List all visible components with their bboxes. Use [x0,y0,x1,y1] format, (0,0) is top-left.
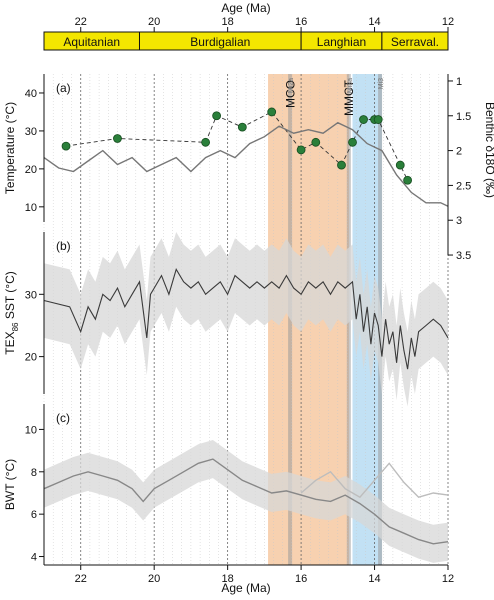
panel-2-ytick-label: 10 [25,424,37,436]
panel-0-right-tick-label: 2.5 [456,180,471,192]
panel-0-ytick-label: 10 [25,202,37,214]
panel-2-series-line-1 [300,462,449,499]
series-layer [43,107,449,545]
panel-2-letter: (c) [56,411,70,425]
panel-0-data-point [348,137,357,147]
uncertainty-band-layer [44,232,448,563]
panel-2-uncertainty-band [44,440,448,563]
stage-label-2: Langhian [317,35,366,49]
panel-0-data-point [267,107,277,117]
bottom-axis-title: Age (Ma) [221,581,270,595]
panel-2-ylabel: BWT (°C) [3,459,17,510]
panel-0-data-point [113,134,122,143]
panel-0-ytick-label: 30 [25,126,37,138]
panel-2-series-line-0 [43,458,449,545]
interval-label-mco: MCO [283,80,297,108]
panel-1-series-line-0 [43,268,449,370]
panel-0-right-tick-label: 3 [456,215,462,227]
panel-0-ytick-label: 40 [25,88,37,100]
panel-0-data-point [296,145,306,155]
top-tick-label: 12 [442,16,454,28]
panel-2-ytick-label: 4 [31,552,37,564]
stage-label-3: Serraval. [391,35,439,49]
bottom-tick-label: 12 [442,573,454,585]
panel-0-data-point [237,122,247,132]
panel-0-letter: (a) [56,81,71,95]
top-tick-label: 22 [75,16,87,28]
panel-0-right-label: Benthic δ18O (‰) [483,102,494,198]
top-tick-label: 14 [368,16,380,28]
label-layer: MCO MMCT Mi2a Mi3a Mi3 Aquitanian Burdigalian L… [3,31,494,510]
bottom-tick-label: 16 [295,573,307,585]
panel-2-ytick-label: 6 [31,509,37,521]
panel-1-ylabel: TEX86 SST (°C) [3,271,20,355]
top-axis-title: Age (Ma) [221,1,270,15]
panel-0-right-tick-label: 2 [456,146,462,158]
event-label-mi3a: Mi3a [347,78,354,93]
top-tick-label: 20 [148,16,160,28]
panel-0-right-tick-label: 1 [456,76,462,88]
bottom-tick-label: 14 [368,573,380,585]
top-tick-label: 18 [222,16,234,28]
stage-label-0: Aquitanian [63,35,120,49]
event-label-mi2a: Mi2a [288,78,295,93]
panel-2-ytick-label: 8 [31,467,37,479]
panel-1-uncertainty-band [44,232,448,407]
event-line-mi2a [288,74,293,565]
panel-1-letter: (b) [56,239,71,253]
panel-0-data-point [212,111,222,121]
panel-0-data-point [403,175,413,185]
panel-0-ylabel: Temperature (°C) [3,102,17,194]
panel-0-right-tick-label: 3.5 [456,250,471,262]
panel-0-data-point [337,160,346,170]
stage-label-1: Burdigalian [190,35,250,49]
panel-1-ytick-label: 30 [25,289,37,301]
panel-0-right-tick-label: 1.5 [456,111,471,123]
event-label-mi3: Mi3 [378,78,385,89]
panel-0-ytick-label: 20 [25,164,37,176]
panel-1-ytick-label: 20 [25,352,37,364]
stage-box-3 [381,31,449,51]
panel-0-series-line-1 [43,121,449,207]
top-tick-label: 16 [295,16,307,28]
panel-0-data-point [61,141,71,151]
panel-0-data-point [395,160,405,170]
panel-0-data-point [359,115,368,124]
panel-0-data-point [201,137,211,147]
panel-0-data-point [311,137,321,147]
bottom-tick-label: 20 [148,573,160,585]
panel-0-data-point [373,115,383,124]
interval-label-mmct: MMCT [342,79,356,116]
bottom-tick-label: 18 [222,573,234,585]
bottom-tick-label: 22 [75,573,87,585]
